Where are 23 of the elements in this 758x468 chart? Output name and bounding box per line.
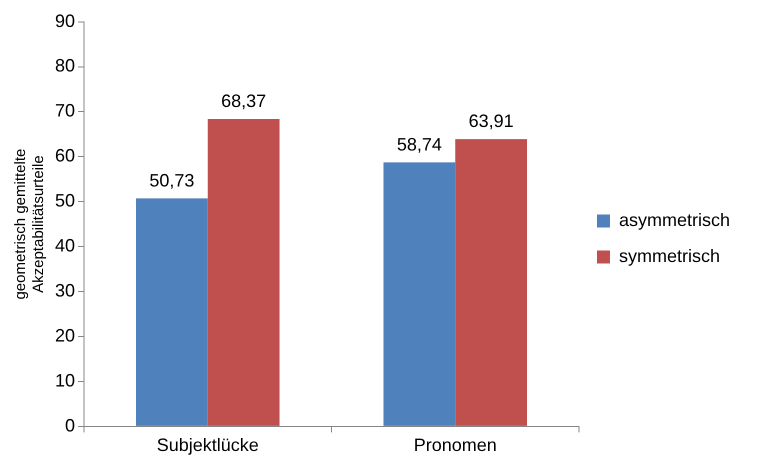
data-label: 50,73 xyxy=(149,170,194,190)
data-label: 63,91 xyxy=(468,111,514,132)
y-tick-label: 30 xyxy=(54,280,76,300)
y-tick-label: 10 xyxy=(54,370,76,390)
y-tick-label: 90 xyxy=(54,10,76,31)
y-tick-label: 80 xyxy=(54,56,76,76)
bar xyxy=(383,162,456,426)
y-tick-label: 20 xyxy=(54,325,76,346)
bar xyxy=(208,119,280,426)
data-label: 68,37 xyxy=(221,91,266,112)
bar xyxy=(455,139,528,426)
x-tick-label: Pronomen xyxy=(414,435,497,456)
y-tick-label: 50 xyxy=(54,190,76,211)
y-tick-label: 40 xyxy=(54,236,76,256)
legend-label: asymmetrisch xyxy=(618,210,730,230)
legend-label: symmetrisch xyxy=(618,246,720,266)
x-tick-label: Subjektlücke xyxy=(156,435,259,456)
y-axis-title: geometrisch gemittelte Akzeptabilitätsurteile xyxy=(12,148,48,300)
y-tick-label: 70 xyxy=(54,100,76,121)
data-label: 58,74 xyxy=(396,134,442,154)
bar xyxy=(136,198,208,426)
y-tick-label: 60 xyxy=(54,146,76,166)
y-tick-label: 0 xyxy=(65,415,76,436)
